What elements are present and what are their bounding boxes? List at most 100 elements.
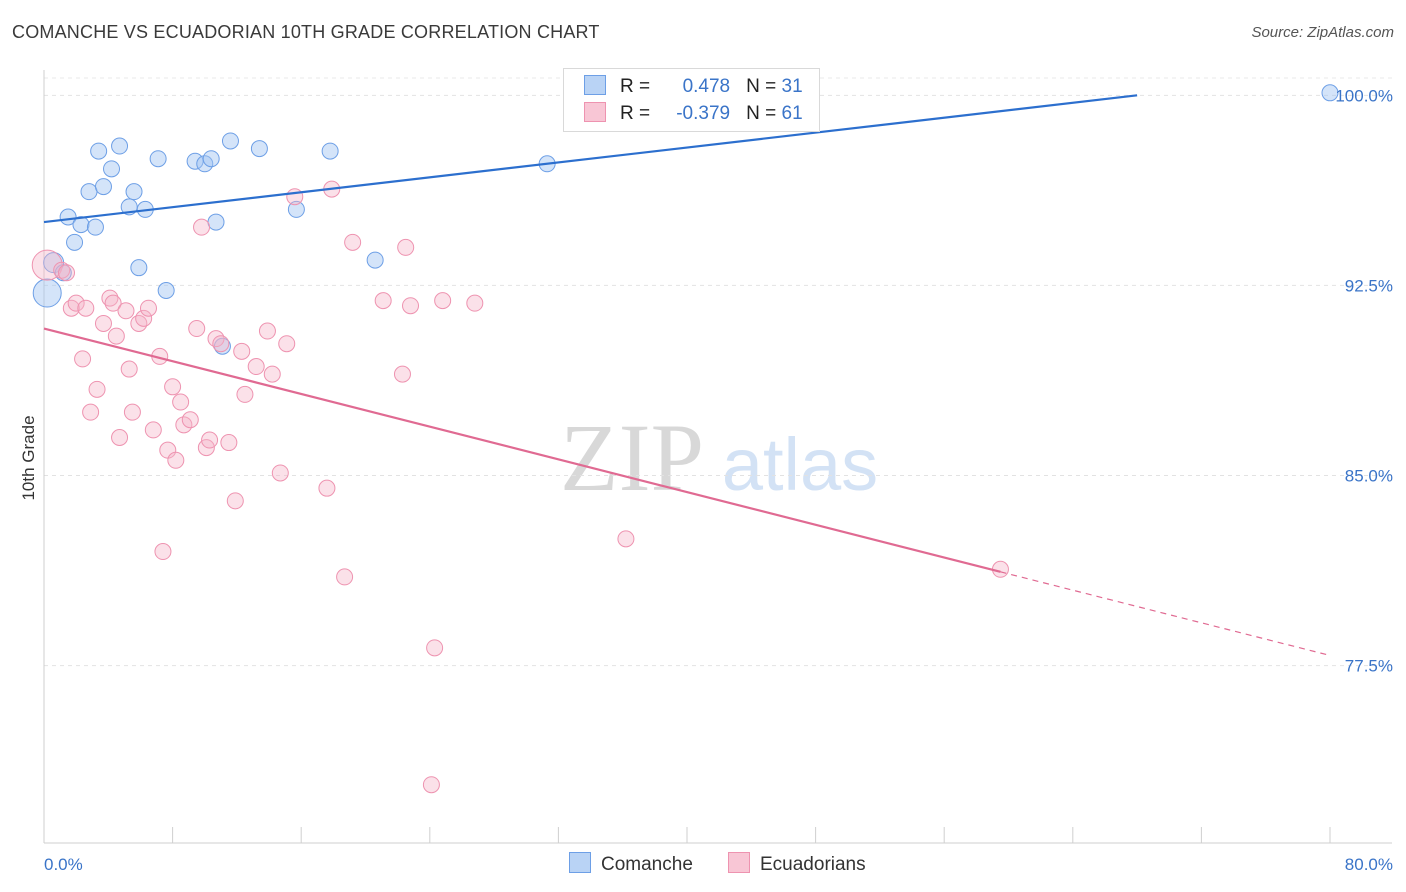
comanche-point [149,150,167,168]
ecuadorian-point [181,411,199,429]
ecuadorian-point [617,530,635,548]
axes [43,70,1392,844]
comanche-point [250,140,268,158]
ecuadorian-point [318,479,336,497]
comanche-point [125,183,143,201]
legend-n-value-ecuadorians: 61 [781,103,803,124]
watermark-zip: ZIP [560,404,704,511]
ecuadorian-point [393,365,411,383]
ecuadorian-point [263,365,281,383]
ecuadorian-point [164,378,182,396]
ecuadorian-point [434,292,452,310]
ecuadorian-point [422,776,440,794]
ecuadorian-point [77,299,95,317]
series-legend-ecuadorians[interactable]: Ecuadorians [728,852,866,876]
ecuadorians-swatch [584,102,606,122]
legend-n-label: N = [746,76,777,97]
ecuadorian-trend-extension [1000,571,1331,657]
x-tick-label: 80.0% [1345,855,1393,874]
comanche-point [157,281,175,299]
legend-r-label: R = [620,103,651,124]
gridlines [44,77,1392,667]
ecuadorian-point [402,297,420,315]
comanche-point [321,142,339,160]
ecuadorian-point [233,342,251,360]
series-legend-label: Ecuadorians [760,854,866,875]
comanche-point [66,233,84,251]
ecuadorian-point [258,322,276,340]
ecuadorian-point [336,568,354,586]
series-legend-comanche[interactable]: Comanche [569,852,693,876]
axis-labels: 77.5% 85.0% 92.5% 100.0% 0.0% 80.0% 10th Grade [19,86,1393,874]
ecuadorian-point [201,431,219,449]
legend-r-value-comanche: 0.478 [682,76,731,97]
ecuadorian-point [111,428,129,446]
comanche-point [287,200,305,218]
ecuadorian-point [135,309,153,327]
ecuadorian-point [139,299,157,317]
comanche-point [59,208,77,226]
comanche-point [207,213,225,231]
ecuadorian-point [374,292,392,310]
ecuadorian-point [188,320,206,338]
y-tick-label: 85.0% [1345,467,1393,486]
y-tick-label: 77.5% [1345,657,1393,676]
ecuadorian-point [193,218,211,236]
y-axis-label: 10th Grade [19,415,38,500]
ecuadorian-point [212,335,230,353]
comanche-point [130,259,148,277]
comanche-point [90,142,108,160]
ecuadorian-point [236,385,254,403]
ecuadorian-point [271,464,289,482]
comanche-point [72,216,90,234]
comanche-point [94,178,112,196]
ecuadorian-point [144,421,162,439]
ecuadorian-point [220,434,238,452]
ecuadorian-point [247,358,265,376]
series-legend-label: Comanche [601,854,693,875]
legend-row-ecuadorians: R = -0.379 N = 61 [584,102,803,126]
ecuadorian-point [466,294,484,312]
legend-r-label: R = [620,76,651,97]
legend-n-value-comanche: 31 [781,76,803,97]
comanche-point [202,150,220,168]
ecuadorian-point [286,188,304,206]
comanche-swatch [569,852,591,873]
ecuadorian-point [74,350,92,368]
ecuadorian-point [53,261,71,279]
comanche-point [86,218,104,236]
legend-r-value-ecuadorians: -0.379 [676,103,731,124]
ecuadorian-trend-line [43,327,1001,573]
ecuadorian-point [226,492,244,510]
ecuadorian-point [426,639,444,657]
watermark-atlas: atlas [722,423,878,506]
ecuadorian-point [58,264,76,282]
y-tick-label: 92.5% [1345,276,1393,295]
comanche-point [32,278,62,308]
comanche-point [221,132,239,150]
ecuadorian-point [107,327,125,345]
series-legend: Comanche Ecuadorians [0,852,1406,878]
ecuadorians-swatch [728,852,750,873]
ecuadorian-point [278,335,296,353]
ecuadorian-point [101,289,119,307]
source-credit: Source: ZipAtlas.com [1251,24,1394,41]
chart-title: COMANCHE VS ECUADORIAN 10TH GRADE CORREL… [12,22,600,42]
data-points [31,84,1339,794]
comanche-point [111,137,129,155]
ecuadorian-point [154,543,172,561]
comanche-trend-line [43,94,1138,224]
legend-n-label: N = [746,103,777,124]
comanche-point [1321,84,1339,102]
ecuadorian-point [167,451,185,469]
comanche-point [103,160,121,178]
ecuadorian-point [397,238,415,256]
ecuadorian-point [172,393,190,411]
ecuadorian-point [31,249,63,281]
comanche-point [80,183,98,201]
ecuadorian-point [117,302,135,320]
trend-lines [43,94,1331,657]
ecuadorian-point [123,403,141,421]
ecuadorian-point [344,233,362,251]
